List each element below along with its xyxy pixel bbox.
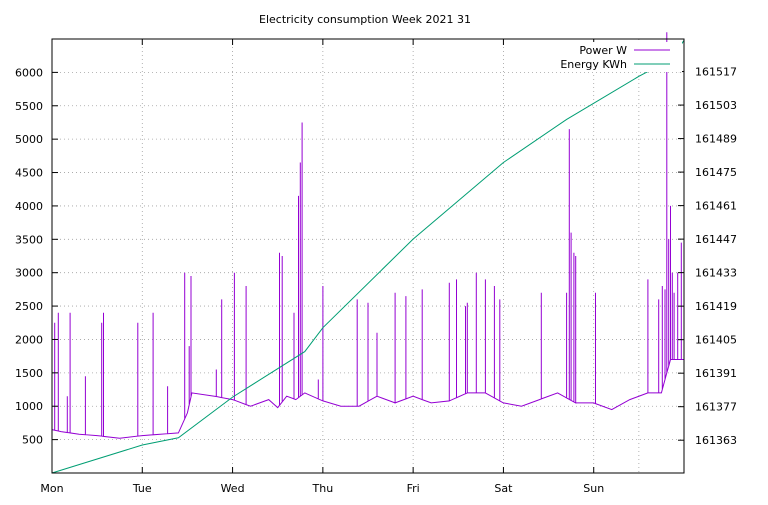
x-tick-label: Thu — [312, 482, 334, 495]
grid-layer — [52, 39, 684, 473]
legend-label-energy: Energy KWh — [560, 58, 627, 71]
y-left-tick-label: 3000 — [15, 267, 43, 280]
x-tick-label: Wed — [221, 482, 245, 495]
y-right-tick-label: 161475 — [695, 166, 737, 179]
chart-title: Electricity consumption Week 2021 31 — [259, 13, 471, 26]
y-right-tick-label: 161391 — [695, 367, 737, 380]
y-right-tick-label: 161363 — [695, 434, 737, 447]
y-right-tick-label: 161419 — [695, 300, 737, 313]
y-right-tick-label: 161517 — [695, 66, 737, 79]
plot-frame — [51, 38, 685, 474]
y-left-tick-label: 3500 — [15, 233, 43, 246]
y-right-tick-label: 161405 — [695, 334, 737, 347]
y-left-tick-label: 2500 — [15, 300, 43, 313]
x-tick-label: Tue — [132, 482, 152, 495]
y-left-tick-label: 500 — [22, 434, 43, 447]
x-tick-label: Mon — [40, 482, 63, 495]
y-right-tick-label: 161377 — [695, 401, 737, 414]
y-left-tick-label: 1500 — [15, 367, 43, 380]
y-right-tick-label: 161433 — [695, 267, 737, 280]
legend: Power W Energy KWh — [555, 42, 682, 72]
axis-layer: 500 1000 1500 2000 2500 3000 3500 4000 4500 5000 5… — [15, 39, 737, 495]
x-tick-label: Sun — [583, 482, 604, 495]
x-tick-label: Fri — [407, 482, 420, 495]
x-tick-label: Sat — [494, 482, 513, 495]
legend-label-power: Power W — [579, 44, 627, 57]
y-left-tick-label: 5000 — [15, 133, 43, 146]
power-series-line — [51, 32, 684, 439]
legend-background — [555, 42, 682, 72]
y-right-tick-label: 161447 — [695, 233, 737, 246]
energy-series-line — [51, 40, 685, 474]
y-left-tick-label: 4000 — [15, 200, 43, 213]
y-left-tick-label: 6000 — [15, 66, 43, 79]
y-right-tick-label: 161489 — [695, 133, 737, 146]
series-layer — [51, 32, 685, 474]
y-right-tick-label: 161503 — [695, 99, 737, 112]
y-left-tick-label: 2000 — [15, 333, 43, 346]
y-left-tick-label: 4500 — [15, 167, 43, 180]
y-left-tick-label: 5500 — [15, 100, 43, 113]
y-left-tick-label: 1000 — [15, 400, 43, 413]
y-right-tick-label: 161461 — [695, 200, 737, 213]
